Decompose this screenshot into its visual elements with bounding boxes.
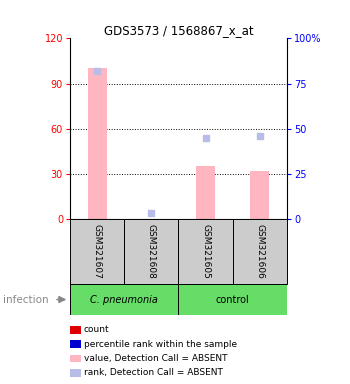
Point — [148, 210, 154, 217]
Point — [257, 133, 262, 139]
Bar — [124, 219, 178, 284]
Bar — [196, 166, 215, 219]
Text: GSM321607: GSM321607 — [93, 224, 101, 279]
Bar — [233, 219, 287, 284]
Text: percentile rank within the sample: percentile rank within the sample — [84, 340, 237, 349]
Text: GSM321605: GSM321605 — [201, 224, 210, 279]
Text: control: control — [216, 295, 250, 305]
Text: GSM321608: GSM321608 — [147, 224, 156, 279]
Title: GDS3573 / 1568867_x_at: GDS3573 / 1568867_x_at — [104, 24, 253, 37]
Text: infection: infection — [4, 295, 49, 305]
Text: GSM321606: GSM321606 — [256, 224, 264, 279]
Text: rank, Detection Call = ABSENT: rank, Detection Call = ABSENT — [84, 369, 223, 377]
Bar — [250, 171, 270, 219]
Text: C. pneumonia: C. pneumonia — [90, 295, 158, 305]
Text: value, Detection Call = ABSENT: value, Detection Call = ABSENT — [84, 354, 228, 363]
Bar — [178, 219, 233, 284]
Point — [203, 135, 208, 141]
Bar — [178, 284, 287, 315]
Bar — [70, 219, 124, 284]
Point — [94, 68, 100, 74]
Text: count: count — [84, 325, 110, 334]
Bar — [88, 68, 107, 219]
Bar — [70, 284, 178, 315]
